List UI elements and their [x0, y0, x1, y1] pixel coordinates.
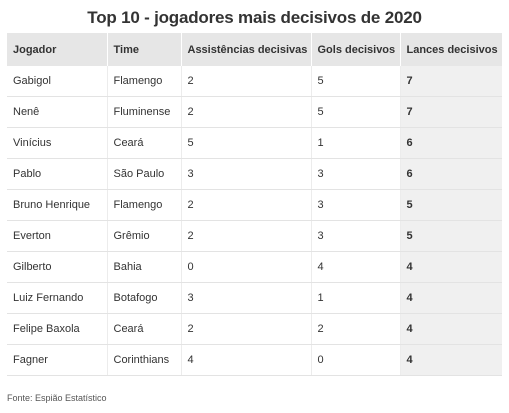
cell-time: Bahia	[107, 251, 182, 283]
column-header-lances: Lances decisivos	[400, 33, 502, 66]
cell-gols: 5	[311, 66, 401, 97]
table-row: Everton Grêmio 2 3 5	[7, 220, 502, 252]
cell-jogador: Pablo	[7, 158, 108, 190]
table-header-row: Jogador Time Assistências decisivas Gols…	[7, 33, 502, 66]
cell-time: Ceará	[107, 127, 182, 159]
table-row: Felipe Baxola Ceará 2 2 4	[7, 313, 502, 345]
cell-assistencias: 2	[181, 220, 312, 252]
cell-jogador: Luiz Fernando	[7, 282, 108, 314]
cell-jogador: Gilberto	[7, 251, 108, 283]
cell-gols: 5	[311, 96, 401, 128]
cell-jogador: Everton	[7, 220, 108, 252]
cell-time: Botafogo	[107, 282, 182, 314]
cell-assistencias: 2	[181, 96, 312, 128]
cell-assistencias: 3	[181, 282, 312, 314]
cell-lances: 5	[400, 220, 502, 252]
cell-assistencias: 0	[181, 251, 312, 283]
table-row: Bruno Henrique Flamengo 2 3 5	[7, 189, 502, 221]
cell-jogador: Felipe Baxola	[7, 313, 108, 345]
cell-jogador: Gabigol	[7, 66, 108, 97]
column-header-time: Time	[107, 33, 182, 66]
cell-jogador: Vinícius	[7, 127, 108, 159]
cell-jogador: Fagner	[7, 344, 108, 376]
table-row: Fagner Corinthians 4 0 4	[7, 344, 502, 376]
table-row: Nenê Fluminense 2 5 7	[7, 96, 502, 128]
table-row: Gilberto Bahia 0 4 4	[7, 251, 502, 283]
cell-time: Grêmio	[107, 220, 182, 252]
cell-lances: 4	[400, 282, 502, 314]
table-row: Gabigol Flamengo 2 5 7	[7, 66, 502, 97]
cell-lances: 4	[400, 313, 502, 345]
cell-assistencias: 2	[181, 313, 312, 345]
table-row: Luiz Fernando Botafogo 3 1 4	[7, 282, 502, 314]
cell-time: Ceará	[107, 313, 182, 345]
cell-time: Flamengo	[107, 66, 182, 97]
cell-time: Flamengo	[107, 189, 182, 221]
table-title: Top 10 - jogadores mais decisivos de 202…	[87, 8, 422, 27]
cell-lances: 4	[400, 251, 502, 283]
cell-assistencias: 3	[181, 158, 312, 190]
cell-lances: 6	[400, 158, 502, 190]
cell-gols: 1	[311, 127, 401, 159]
cell-gols: 2	[311, 313, 401, 345]
cell-lances: 4	[400, 344, 502, 376]
cell-assistencias: 5	[181, 127, 312, 159]
players-table: Jogador Time Assistências decisivas Gols…	[7, 33, 502, 376]
column-header-assistencias: Assistências decisivas	[181, 33, 312, 66]
cell-gols: 1	[311, 282, 401, 314]
cell-jogador: Bruno Henrique	[7, 189, 108, 221]
column-header-gols: Gols decisivos	[311, 33, 401, 66]
cell-time: Fluminense	[107, 96, 182, 128]
cell-assistencias: 2	[181, 189, 312, 221]
cell-gols: 3	[311, 158, 401, 190]
source-note: Fonte: Espião Estatístico	[7, 393, 107, 403]
cell-gols: 0	[311, 344, 401, 376]
cell-assistencias: 4	[181, 344, 312, 376]
cell-lances: 7	[400, 96, 502, 128]
table-row: Vinícius Ceará 5 1 6	[7, 127, 502, 159]
cell-gols: 3	[311, 189, 401, 221]
table-row: Pablo São Paulo 3 3 6	[7, 158, 502, 190]
cell-jogador: Nenê	[7, 96, 108, 128]
cell-time: São Paulo	[107, 158, 182, 190]
cell-gols: 4	[311, 251, 401, 283]
cell-lances: 7	[400, 66, 502, 97]
cell-gols: 3	[311, 220, 401, 252]
cell-lances: 6	[400, 127, 502, 159]
cell-assistencias: 2	[181, 66, 312, 97]
cell-time: Corinthians	[107, 344, 182, 376]
cell-lances: 5	[400, 189, 502, 221]
column-header-jogador: Jogador	[7, 33, 108, 66]
